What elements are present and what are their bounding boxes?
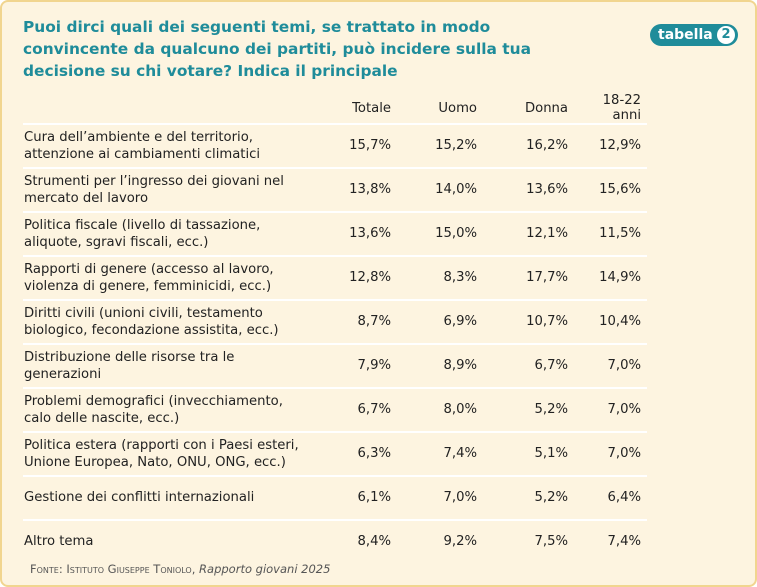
cell-18-22: 6,4% <box>607 490 641 506</box>
table-title: Puoi dirci quali dei seguenti temi, se t… <box>23 18 531 80</box>
table-row: Strumenti per l’ingresso dei giovani nel… <box>23 168 647 212</box>
row-label: Distribuzione delle risorse tra le gener… <box>24 349 235 383</box>
row-label: Politica estera (rapporti con i Paesi es… <box>24 437 299 471</box>
cell-uomo: 15,2% <box>435 138 477 154</box>
cell-18-22: 7,0% <box>607 446 641 462</box>
cell-18-22: 15,6% <box>599 182 641 198</box>
cell-totale: 6,1% <box>357 490 391 506</box>
cell-totale: 13,6% <box>349 226 391 242</box>
source-title: Rapporto giovani 2025 <box>199 562 331 576</box>
row-label: Rapporti di genere (accesso al lavoro, v… <box>24 261 274 295</box>
cell-donna: 17,7% <box>526 270 568 286</box>
badge-number: 2 <box>717 26 735 44</box>
cell-donna: 10,7% <box>526 314 568 330</box>
cell-uomo: 9,2% <box>443 534 477 550</box>
row-label: Altro tema <box>24 534 94 550</box>
header-uomo: Uomo <box>438 100 477 116</box>
cell-totale: 6,7% <box>357 402 391 418</box>
cell-donna: 12,1% <box>526 226 568 242</box>
header-row: Totale Uomo Donna 18-22 anni <box>23 93 647 124</box>
table-row: Politica fiscale (livello di tassazione,… <box>23 212 647 256</box>
cell-totale: 13,8% <box>349 182 391 198</box>
cell-donna: 6,7% <box>534 358 568 374</box>
cell-uomo: 14,0% <box>435 182 477 198</box>
row-label: Gestione dei conflitti internazionali <box>24 490 255 506</box>
data-table: Totale Uomo Donna 18-22 anni Cura dell’a… <box>23 93 647 563</box>
cell-uomo: 8,0% <box>443 402 477 418</box>
cell-uomo: 15,0% <box>435 226 477 242</box>
cell-18-22: 7,4% <box>607 534 641 550</box>
row-label: Cura dell’ambiente e del territorio, att… <box>24 129 261 163</box>
cell-totale: 15,7% <box>349 138 391 154</box>
cell-totale: 12,8% <box>349 270 391 286</box>
cell-uomo: 7,4% <box>443 446 477 462</box>
table-row: Politica estera (rapporti con i Paesi es… <box>23 432 647 476</box>
cell-totale: 6,3% <box>357 446 391 462</box>
table-row: Rapporti di genere (accesso al lavoro, v… <box>23 256 647 300</box>
cell-totale: 8,7% <box>357 314 391 330</box>
row-label: Diritti civili (unioni civili, testament… <box>24 305 279 339</box>
row-label: Strumenti per l’ingresso dei giovani nel… <box>24 173 284 207</box>
cell-18-22: 10,4% <box>599 314 641 330</box>
cell-18-22: 7,0% <box>607 402 641 418</box>
header-totale: Totale <box>352 100 391 116</box>
cell-uomo: 7,0% <box>443 490 477 506</box>
cell-uomo: 6,9% <box>443 314 477 330</box>
table-row: Cura dell’ambiente e del territorio, att… <box>23 124 647 168</box>
table-row: Distribuzione delle risorse tra le gener… <box>23 344 647 388</box>
cell-totale: 7,9% <box>357 358 391 374</box>
cell-donna: 13,6% <box>526 182 568 198</box>
badge-label: tabella <box>658 27 713 43</box>
cell-donna: 5,2% <box>534 402 568 418</box>
cell-uomo: 8,9% <box>443 358 477 374</box>
cell-donna: 5,2% <box>534 490 568 506</box>
table-row: Diritti civili (unioni civili, testament… <box>23 300 647 344</box>
cell-uomo: 8,3% <box>443 270 477 286</box>
header-18-22: 18-22 anni <box>602 93 641 123</box>
cell-donna: 5,1% <box>534 446 568 462</box>
cell-donna: 7,5% <box>534 534 568 550</box>
cell-totale: 8,4% <box>357 534 391 550</box>
header-empty <box>23 93 313 124</box>
cell-18-22: 7,0% <box>607 358 641 374</box>
cell-donna: 16,2% <box>526 138 568 154</box>
table-row: Gestione dei conflitti internazionali 6,… <box>23 476 647 520</box>
source-prefix: Fonte: <box>30 562 63 576</box>
table-badge: tabella 2 <box>650 24 738 46</box>
cell-18-22: 12,9% <box>599 138 641 154</box>
source-note: Fonte: Istituto Giuseppe Toniolo, Rappor… <box>30 562 330 576</box>
cell-18-22: 14,9% <box>599 270 641 286</box>
source-publisher: Istituto Giuseppe Toniolo, <box>66 562 196 576</box>
table-row: Altro tema 8,4% 9,2% 7,5% 7,4% <box>23 520 647 563</box>
row-label: Problemi demografici (invecchiamento, ca… <box>24 393 283 427</box>
table-row: Problemi demografici (invecchiamento, ca… <box>23 388 647 432</box>
header-donna: Donna <box>524 100 568 116</box>
row-label: Politica fiscale (livello di tassazione,… <box>24 217 261 251</box>
cell-18-22: 11,5% <box>599 226 641 242</box>
